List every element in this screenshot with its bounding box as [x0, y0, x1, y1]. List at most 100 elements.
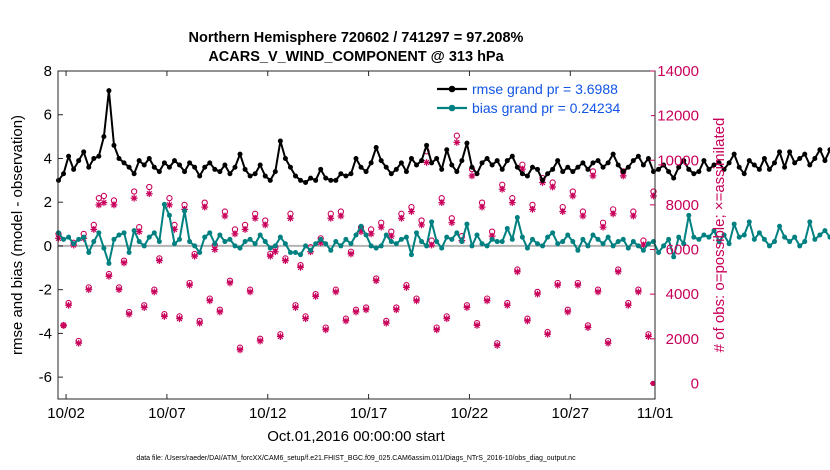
- rmse-point: [313, 177, 319, 183]
- rmse-point: [585, 166, 591, 172]
- bias-point: [131, 228, 137, 234]
- obs-possible-marker: [146, 183, 153, 191]
- bias-point: [595, 236, 601, 242]
- bias-point: [711, 228, 717, 234]
- bias-point: [242, 239, 248, 245]
- bias-point: [126, 249, 132, 255]
- bias-point: [313, 241, 319, 247]
- obs-assimilated-marker: [55, 234, 62, 242]
- bias-point: [681, 241, 687, 247]
- legend-bias-label: bias grand pr = 0.24234: [472, 100, 620, 116]
- rmse-point: [570, 169, 576, 175]
- rmse-point: [595, 158, 601, 164]
- obs-assimilated-marker: [100, 199, 108, 207]
- legend: rmse grand pr = 3.6988 bias grand pr = 0…: [431, 78, 651, 118]
- obs-assimilated-marker: [387, 232, 395, 240]
- bias-point: [444, 234, 450, 240]
- rmse-point: [681, 158, 687, 164]
- rmse-point: [267, 177, 273, 183]
- bias-point: [514, 215, 520, 221]
- rmse-point: [363, 169, 369, 175]
- rmse-point: [308, 175, 314, 181]
- rmse-point: [303, 180, 309, 186]
- rmse-point: [257, 162, 263, 168]
- bias-point: [151, 230, 157, 236]
- bias-point: [424, 243, 430, 249]
- obs-assimilated-marker: [609, 210, 617, 218]
- rmse-point: [298, 177, 304, 183]
- rmse-point: [272, 169, 278, 175]
- obs-assimilated-marker: [503, 301, 511, 309]
- bias-point: [590, 232, 596, 238]
- obs-assimilated-marker: [423, 159, 430, 166]
- rmse-point: [131, 171, 137, 177]
- obs-assimilated-marker: [90, 226, 98, 233]
- x-tick-label: 10/12: [249, 405, 287, 422]
- rmse-point: [817, 147, 823, 153]
- obs-assimilated-marker: [483, 297, 491, 305]
- x-tick-label: 10/17: [350, 405, 388, 422]
- obs-assimilated-marker: [428, 241, 436, 249]
- rmse-point: [187, 160, 193, 166]
- bias-point: [524, 245, 530, 251]
- rmse-point: [171, 158, 177, 164]
- bias-point: [378, 243, 384, 249]
- obs-assimilated-marker: [130, 194, 138, 202]
- rmse-point: [782, 164, 788, 170]
- rmse-point: [166, 164, 172, 170]
- rmse-point: [701, 158, 707, 164]
- obs-assimilated-marker: [327, 214, 335, 222]
- obs-assimilated-marker: [453, 139, 461, 146]
- obs-assimilated-marker: [342, 317, 350, 325]
- bias-point: [686, 212, 692, 218]
- bias-point: [363, 232, 369, 238]
- rmse-point: [424, 142, 430, 148]
- obs-assimilated-marker: [362, 306, 370, 314]
- bias-point: [353, 232, 359, 238]
- obs-assimilated-marker: [413, 297, 420, 305]
- rmse-point: [177, 162, 183, 168]
- bias-point: [81, 234, 87, 240]
- y-tick-label: 4: [44, 150, 52, 167]
- rmse-point: [661, 162, 667, 168]
- bias-point: [635, 243, 641, 249]
- rmse-point: [136, 158, 142, 164]
- rmse-point: [741, 171, 747, 177]
- rmse-point: [358, 164, 364, 170]
- bias-point: [600, 241, 606, 247]
- obs-assimilated-marker: [513, 268, 521, 276]
- rmse-point: [247, 173, 253, 179]
- bias-point: [267, 245, 273, 251]
- obs-assimilated-marker: [140, 304, 148, 311]
- rmse-point: [222, 162, 228, 168]
- x-tick-label: 10/02: [47, 405, 85, 422]
- bias-point: [560, 239, 566, 245]
- obs-possible-marker: [95, 195, 102, 202]
- bias-point: [777, 223, 783, 229]
- obs-assimilated-marker: [367, 230, 375, 238]
- bias-point: [101, 245, 107, 251]
- obs-assimilated-marker: [377, 223, 385, 231]
- y-tick-label: 2: [44, 194, 52, 211]
- rmse-point: [156, 169, 162, 175]
- bias-point: [252, 241, 258, 247]
- rmse-point: [388, 171, 394, 177]
- bias-point: [429, 219, 435, 225]
- bias-point: [580, 236, 586, 242]
- rmse-point: [449, 162, 455, 168]
- bias-point: [519, 234, 525, 240]
- obs-assimilated-marker: [302, 315, 309, 323]
- obs-assimilated-marker: [256, 337, 264, 345]
- legend-bias-marker: [448, 104, 456, 112]
- bias-point: [545, 234, 551, 240]
- bias-point: [454, 230, 460, 236]
- obs-assimilated-marker: [166, 201, 173, 209]
- rmse-point: [318, 166, 324, 172]
- x-tick-label: 10/22: [451, 405, 489, 422]
- rmse-point: [81, 149, 87, 155]
- bias-point: [368, 243, 374, 249]
- rmse-point: [620, 169, 626, 175]
- rmse-point: [524, 173, 530, 179]
- plot-frame: [57, 70, 656, 400]
- rmse-point: [529, 164, 535, 170]
